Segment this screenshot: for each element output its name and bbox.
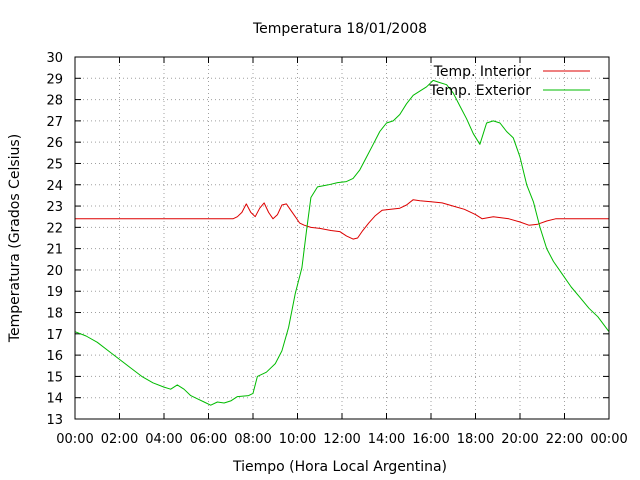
x-tick-label: 02:00 <box>101 432 138 447</box>
x-tick-label: 14:00 <box>368 432 405 447</box>
y-tick-label: 27 <box>46 115 63 130</box>
x-tick-label: 10:00 <box>279 432 316 447</box>
x-tick-label: 12:00 <box>323 432 360 447</box>
x-tick-label: 00:00 <box>56 432 93 447</box>
x-tick-label: 20:00 <box>501 432 538 447</box>
plot-frame <box>74 56 610 420</box>
x-tick-label: 06:00 <box>190 432 227 447</box>
y-tick-label: 30 <box>46 51 63 66</box>
y-tick-label: 19 <box>46 285 63 300</box>
y-tick-label: 23 <box>46 200 63 215</box>
y-tick-label: 22 <box>46 221 63 236</box>
series-lines <box>74 79 610 406</box>
y-tick-labels: 13 14 15 16 17 18 19 20 21 22 23 24 25 26 27 28 29 30 <box>46 51 63 428</box>
x-tick-labels: 00:00 02:00 04:00 06:00 08:00 10:00 12:00 14:00… <box>56 432 627 447</box>
y-tick-label: 20 <box>46 264 63 279</box>
y-tick-label: 21 <box>46 243 63 258</box>
y-tick-label: 15 <box>46 370 63 385</box>
legend-label: Temp. Exterior <box>429 83 532 99</box>
y-tick-label: 17 <box>46 328 63 343</box>
y-axis-label: Temperatura (Grados Celsius) <box>7 134 23 343</box>
x-tick-label: 22:00 <box>546 432 583 447</box>
legend-label: Temp. Interior <box>433 64 532 80</box>
x-axis-label: Tiempo (Hora Local Argentina) <box>232 459 447 475</box>
x-tick-label: 18:00 <box>457 432 494 447</box>
y-tick-label: 25 <box>46 157 63 172</box>
grid <box>74 56 610 420</box>
y-tick-label: 16 <box>46 349 63 364</box>
y-tick-label: 18 <box>46 307 63 322</box>
y-tick-label: 29 <box>46 72 63 87</box>
y-tick-label: 28 <box>46 94 63 109</box>
legend: Temp. Interior Temp. Exterior <box>429 64 590 99</box>
chart-title: Temperatura 18/01/2008 <box>252 21 427 37</box>
y-tick-label: 24 <box>46 179 63 194</box>
y-tick-label: 13 <box>46 413 63 428</box>
y-tick-label: 26 <box>46 136 63 151</box>
x-tick-label: 08:00 <box>234 432 271 447</box>
x-tick-label: 00:00 <box>590 432 627 447</box>
x-tick-label: 16:00 <box>412 432 449 447</box>
series-line-exterior <box>74 79 610 406</box>
y-tick-label: 14 <box>46 392 63 407</box>
series-line-interior <box>75 199 609 240</box>
x-tick-label: 04:00 <box>145 432 182 447</box>
